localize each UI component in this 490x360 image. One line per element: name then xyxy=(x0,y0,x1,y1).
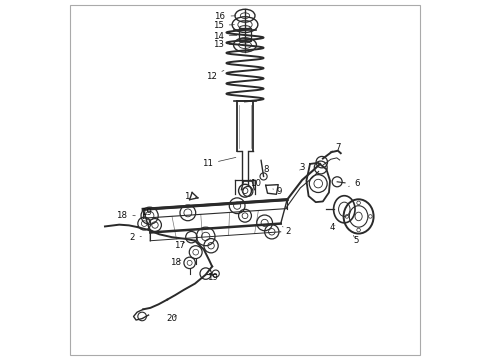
Text: 4: 4 xyxy=(330,222,335,231)
Text: 14: 14 xyxy=(213,32,237,41)
Text: 5: 5 xyxy=(353,235,359,244)
Text: 18: 18 xyxy=(170,258,181,267)
Text: 13: 13 xyxy=(213,40,231,49)
Text: 19: 19 xyxy=(207,273,218,282)
Text: 7: 7 xyxy=(330,143,341,152)
Text: 1: 1 xyxy=(184,192,198,201)
Bar xyxy=(239,28,251,41)
Text: 2: 2 xyxy=(283,226,292,236)
Text: 2: 2 xyxy=(129,233,142,242)
Text: 8: 8 xyxy=(264,165,269,174)
Text: 11: 11 xyxy=(202,157,236,168)
Text: 3: 3 xyxy=(299,163,305,172)
Text: 17: 17 xyxy=(174,240,186,249)
Text: 16: 16 xyxy=(215,12,236,21)
Text: 9: 9 xyxy=(273,187,282,196)
Text: 6: 6 xyxy=(348,179,360,188)
Text: 12: 12 xyxy=(206,71,224,81)
Text: 10: 10 xyxy=(250,179,261,188)
Text: 18: 18 xyxy=(116,211,135,220)
Text: 15: 15 xyxy=(213,21,234,30)
Text: 20: 20 xyxy=(166,314,177,323)
Text: 19: 19 xyxy=(141,208,152,217)
